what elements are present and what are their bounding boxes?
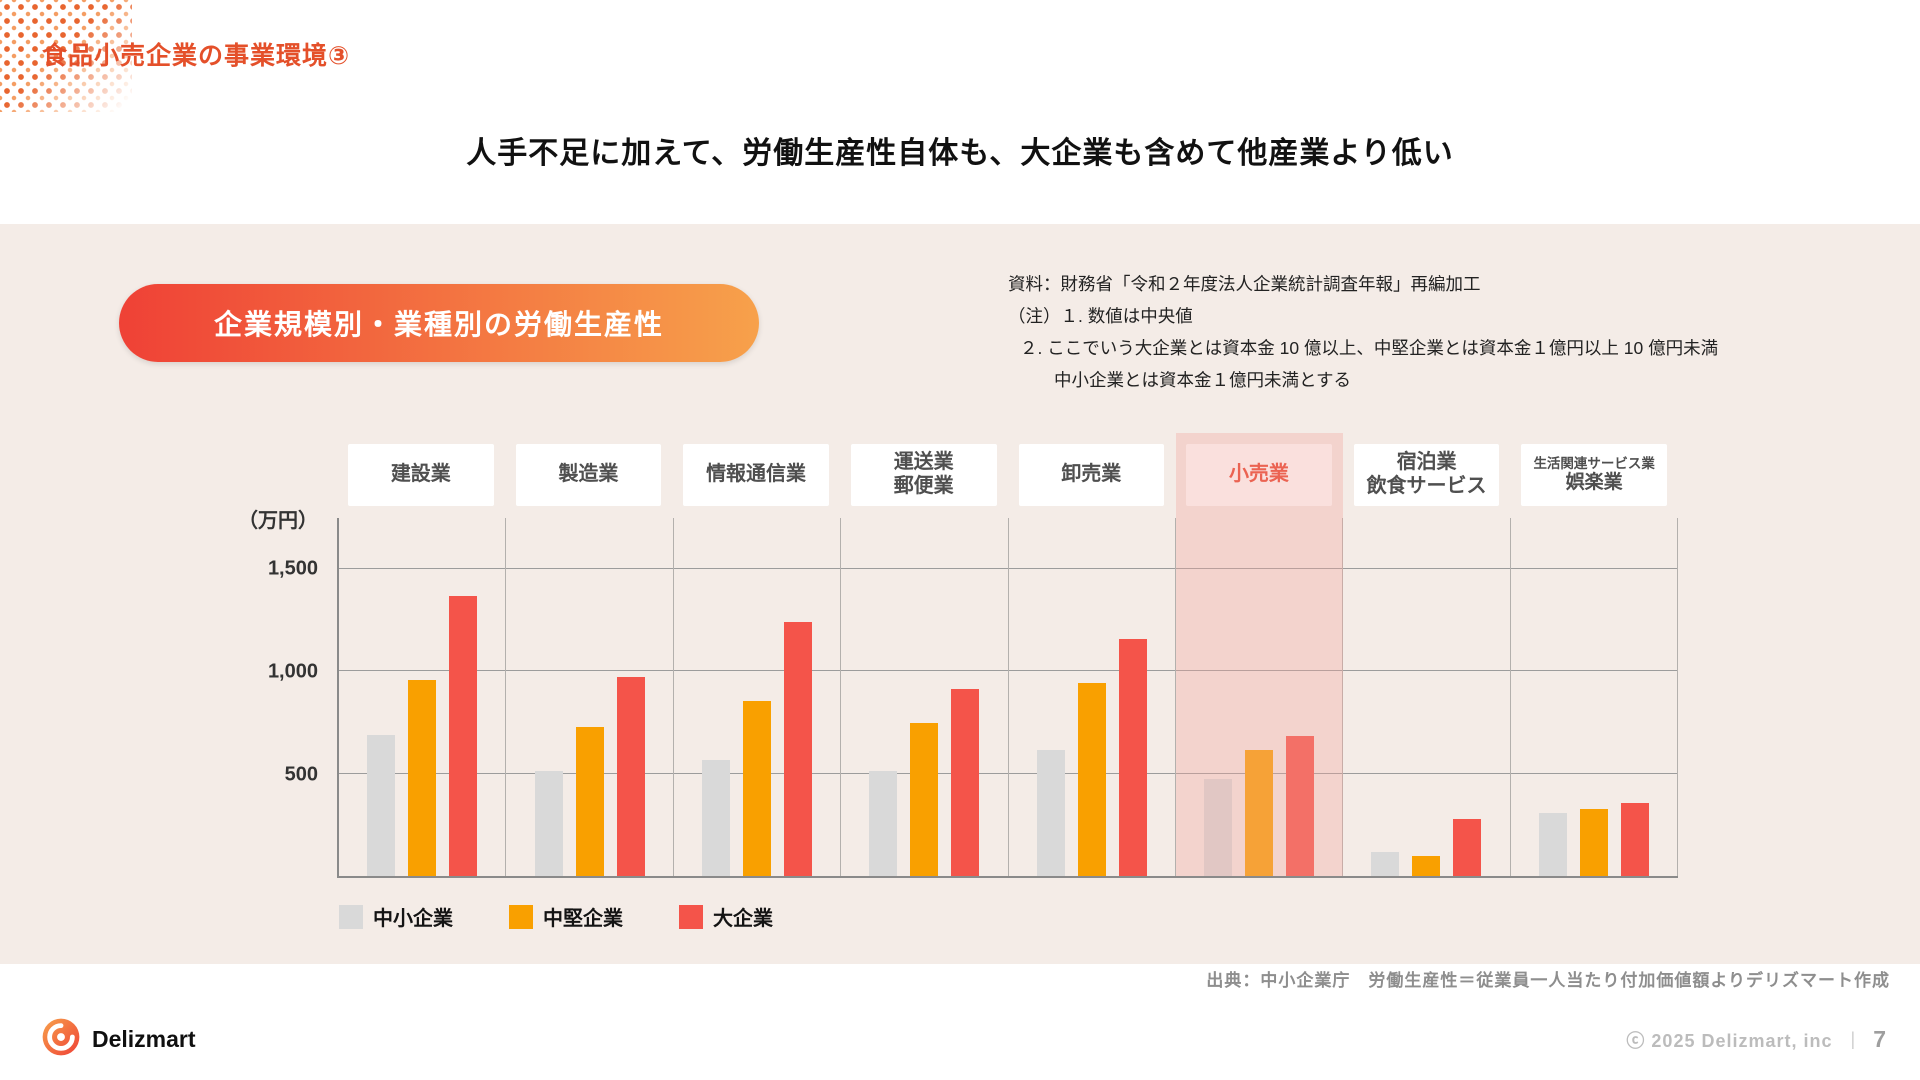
bar-group bbox=[1176, 518, 1342, 876]
bar bbox=[534, 770, 563, 876]
y-axis-tick: 500 bbox=[284, 763, 318, 786]
bar-group bbox=[674, 518, 840, 876]
legend-item: 中堅企業 bbox=[509, 902, 623, 931]
note-line: 資料：財務省「令和２年度法人企業統計調査年報」再編加工 bbox=[1008, 274, 1481, 294]
legend-swatch bbox=[509, 904, 533, 929]
gridline bbox=[339, 670, 1678, 672]
category-header-cell: 卸売業 bbox=[1008, 444, 1176, 506]
category-label: 生活関連サービス業 娯楽業 bbox=[1521, 444, 1667, 506]
footer-copyright: ⓒ 2025 Delizmart, inc | 7 bbox=[1626, 1026, 1886, 1053]
legend-item: 中小企業 bbox=[339, 902, 453, 931]
category-label: 運送業 郵便業 bbox=[850, 444, 997, 506]
category-header-cell: 製造業 bbox=[505, 444, 673, 506]
category-header-cell: 小売業 bbox=[1175, 444, 1343, 506]
legend-label: 大企業 bbox=[713, 908, 773, 930]
note-line: （注）１. 数値は中央値 bbox=[1008, 306, 1193, 326]
gridline bbox=[339, 772, 1678, 774]
bar-group bbox=[339, 518, 505, 876]
chart-column bbox=[674, 518, 842, 876]
category-header-cell: 建設業 bbox=[337, 444, 505, 506]
chart-column bbox=[339, 518, 507, 876]
bar bbox=[616, 676, 645, 876]
bar bbox=[701, 760, 730, 876]
chart-column bbox=[1176, 518, 1344, 876]
legend-swatch bbox=[339, 904, 363, 929]
note-line: 中小企業とは資本金１億円未満とする bbox=[1054, 370, 1351, 390]
bar bbox=[1245, 750, 1274, 876]
category-label: 小売業 bbox=[1186, 444, 1332, 506]
legend-label: 中堅企業 bbox=[543, 908, 623, 930]
y-axis-unit-label: （万円） bbox=[238, 510, 318, 533]
bar-group bbox=[1343, 518, 1509, 876]
bar bbox=[1538, 812, 1567, 876]
bar bbox=[408, 679, 437, 876]
gridline bbox=[339, 568, 1678, 570]
brand-footer: Delizmart bbox=[40, 1016, 196, 1063]
source-notes: 資料：財務省「令和２年度法人企業統計調査年報」再編加工 （注）１. 数値は中央値… bbox=[1008, 268, 1718, 396]
bar-group bbox=[506, 518, 672, 876]
category-label: 情報通信業 bbox=[683, 444, 829, 506]
bar bbox=[1077, 682, 1106, 876]
bar-group bbox=[1511, 518, 1677, 876]
bar bbox=[1036, 750, 1065, 876]
chart-column bbox=[1009, 518, 1176, 876]
chart-title-pill: 企業規模別・業種別の労働生産性 bbox=[119, 284, 759, 362]
bar bbox=[1204, 778, 1233, 876]
copyright-text: ⓒ 2025 Delizmart, inc bbox=[1626, 1030, 1833, 1051]
bar bbox=[783, 622, 812, 876]
delizmart-logo-icon bbox=[40, 1016, 82, 1063]
chart-plot bbox=[337, 433, 1678, 878]
bar bbox=[1371, 852, 1400, 876]
bar bbox=[449, 595, 478, 876]
slide-kicker: 食品小売企業の事業環境③ bbox=[42, 42, 351, 70]
bar bbox=[1579, 808, 1608, 876]
category-header-cell: 生活関連サービス業 娯楽業 bbox=[1510, 444, 1678, 506]
bar bbox=[1620, 803, 1649, 876]
brand-name: Delizmart bbox=[92, 1026, 196, 1052]
chart-column bbox=[1511, 518, 1678, 876]
category-header-cell: 運送業 郵便業 bbox=[840, 444, 1008, 506]
bar bbox=[951, 688, 980, 876]
source-credit: 出典：中小企業庁 労働生産性＝従業員一人当たり付加価値額よりデリズマート作成 bbox=[1206, 971, 1890, 990]
page-number: 7 bbox=[1873, 1026, 1886, 1052]
note-line: ２. ここでいう大企業とは資本金 10 億以上、中堅企業とは資本金１億円以上 1… bbox=[1020, 338, 1719, 358]
slide-headline: 人手不足に加えて、労働生産性自体も、大企業も含めて他産業より低い bbox=[466, 137, 1454, 170]
chart-column bbox=[1343, 518, 1511, 876]
bar bbox=[910, 722, 939, 876]
bar-group bbox=[1009, 518, 1175, 876]
legend-label: 中小企業 bbox=[373, 908, 453, 930]
category-label: 宿泊業 飲食サービス bbox=[1353, 444, 1500, 506]
y-axis-tick: 1,500 bbox=[267, 557, 318, 580]
footer-separator: | bbox=[1850, 1029, 1856, 1049]
bar bbox=[1118, 638, 1147, 876]
bar bbox=[1286, 735, 1315, 876]
y-axis-tick: 1,000 bbox=[267, 660, 318, 683]
legend-swatch bbox=[679, 904, 703, 929]
legend-item: 大企業 bbox=[679, 902, 773, 931]
bar bbox=[1453, 818, 1482, 876]
category-header-cell: 宿泊業 飲食サービス bbox=[1343, 444, 1511, 506]
bar bbox=[1412, 855, 1441, 876]
bar bbox=[742, 701, 771, 876]
chart-legend: 中小企業 中堅企業 大企業 bbox=[339, 902, 773, 931]
category-header-cell: 情報通信業 bbox=[672, 444, 840, 506]
category-label: 製造業 bbox=[515, 444, 662, 506]
dot-pattern-decoration bbox=[0, 0, 132, 112]
chart-column bbox=[841, 518, 1009, 876]
bar-group bbox=[841, 518, 1007, 876]
chart-headers: 建設業 製造業 情報通信業 運送業 郵便業 卸売業 小売業 宿泊業 飲食サービス 生活関連サービス… bbox=[337, 444, 1678, 506]
bar bbox=[869, 770, 898, 876]
chart-column bbox=[506, 518, 674, 876]
bar bbox=[367, 734, 396, 876]
category-label: 建設業 bbox=[348, 444, 494, 506]
category-label: 卸売業 bbox=[1018, 444, 1165, 506]
chart-title: 企業規模別・業種別の労働生産性 bbox=[213, 309, 664, 340]
bar bbox=[575, 726, 604, 876]
content-panel: 企業規模別・業種別の労働生産性 資料：財務省「令和２年度法人企業統計調査年報」再… bbox=[0, 224, 1920, 964]
y-axis: （万円） 500 1,000 1,500 bbox=[0, 510, 328, 878]
